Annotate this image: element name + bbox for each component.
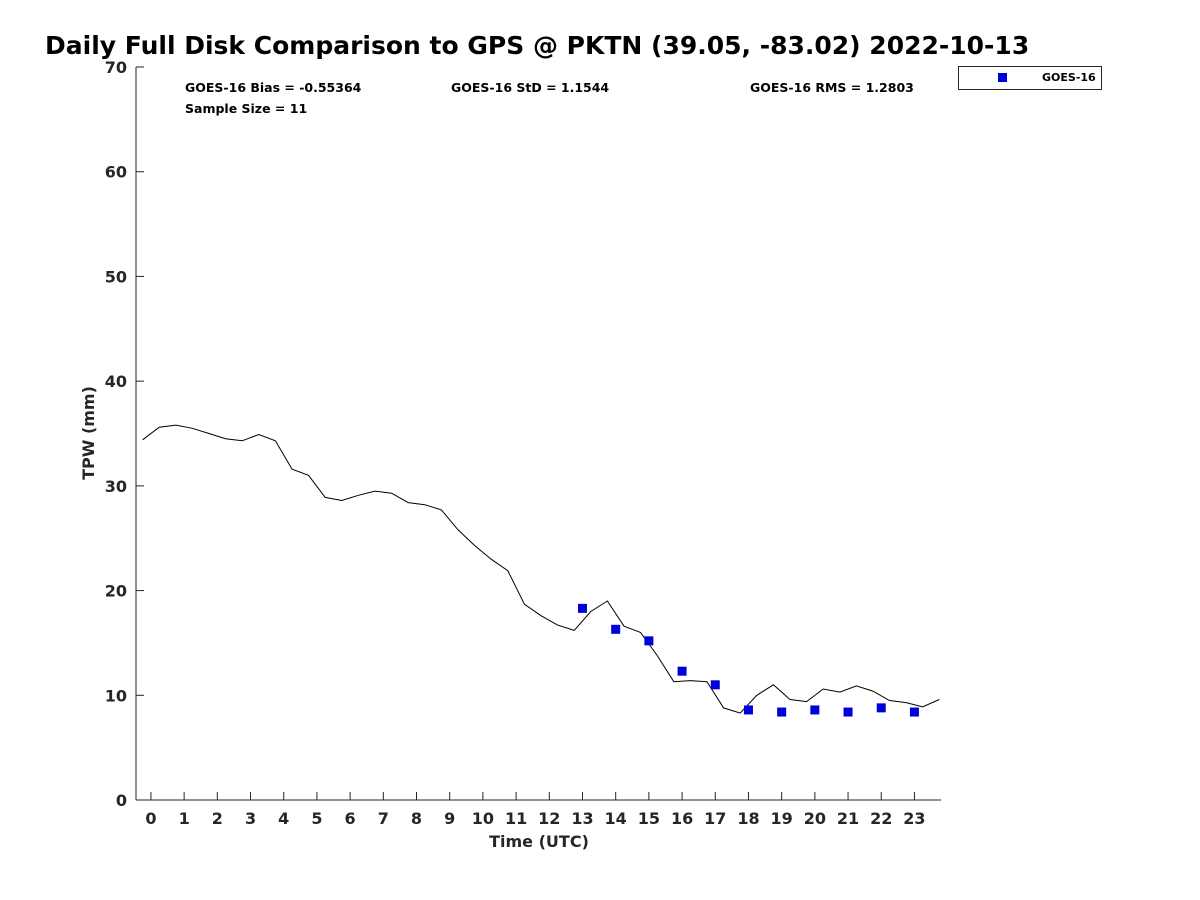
bias-stat: GOES-16 Bias = -0.55364 [185, 80, 362, 95]
data-point [710, 680, 720, 690]
x-tick-label: 0 [145, 809, 156, 828]
x-tick-label: 6 [345, 809, 356, 828]
x-tick-label: 19 [771, 809, 793, 828]
y-tick-label: 0 [116, 791, 127, 810]
y-tick-label: 20 [105, 582, 127, 601]
chart-title: Daily Full Disk Comparison to GPS @ PKTN… [45, 31, 1029, 60]
x-tick-label: 10 [472, 809, 494, 828]
x-tick-label: 18 [737, 809, 759, 828]
x-tick-label: 1 [179, 809, 190, 828]
y-axis-title: TPW (mm) [79, 386, 98, 480]
legend-box [958, 66, 1102, 90]
gps-reference-line [142, 424, 940, 714]
x-tick-label: 17 [704, 809, 726, 828]
x-tick-label: 12 [538, 809, 560, 828]
data-point [909, 707, 919, 717]
x-tick-label: 14 [605, 809, 627, 828]
data-point [876, 703, 886, 713]
x-tick-label: 2 [212, 809, 223, 828]
rms-stat: GOES-16 RMS = 1.2803 [750, 80, 914, 95]
data-point [843, 707, 853, 717]
x-tick-label: 20 [804, 809, 826, 828]
y-tick-label: 30 [105, 477, 127, 496]
x-tick-label: 11 [505, 809, 527, 828]
x-tick-label: 5 [311, 809, 322, 828]
y-tick-label: 40 [105, 372, 127, 391]
reference-line-layer [142, 424, 940, 714]
data-point [611, 624, 621, 634]
x-tick-label: 23 [903, 809, 925, 828]
data-points-layer [577, 603, 919, 717]
x-tick-label: 3 [245, 809, 256, 828]
legend: GOES-16 [958, 66, 1102, 90]
x-tick-label: 16 [671, 809, 693, 828]
data-point [644, 636, 654, 646]
x-tick-label: 15 [638, 809, 660, 828]
x-tick-label: 21 [837, 809, 859, 828]
legend-label: GOES-16 [1042, 71, 1096, 84]
x-tick-label: 13 [571, 809, 593, 828]
data-point [577, 603, 587, 613]
y-tick-label: 60 [105, 163, 127, 182]
data-point [677, 666, 687, 676]
y-tick-label: 10 [105, 686, 127, 705]
y-tick-label: 50 [105, 267, 127, 286]
data-point [810, 705, 820, 715]
x-tick-label: 7 [378, 809, 389, 828]
x-tick-label: 4 [278, 809, 289, 828]
x-tick-label: 9 [444, 809, 455, 828]
data-point [777, 707, 787, 717]
sample-size-stat: Sample Size = 11 [185, 101, 307, 116]
legend-marker-icon [998, 73, 1007, 82]
y-tick-label: 70 [105, 58, 127, 77]
std-stat: GOES-16 StD = 1.1544 [451, 80, 609, 95]
x-tick-label: 22 [870, 809, 892, 828]
x-axis-title: Time (UTC) [489, 832, 589, 851]
data-point [743, 705, 753, 715]
x-tick-label: 8 [411, 809, 422, 828]
